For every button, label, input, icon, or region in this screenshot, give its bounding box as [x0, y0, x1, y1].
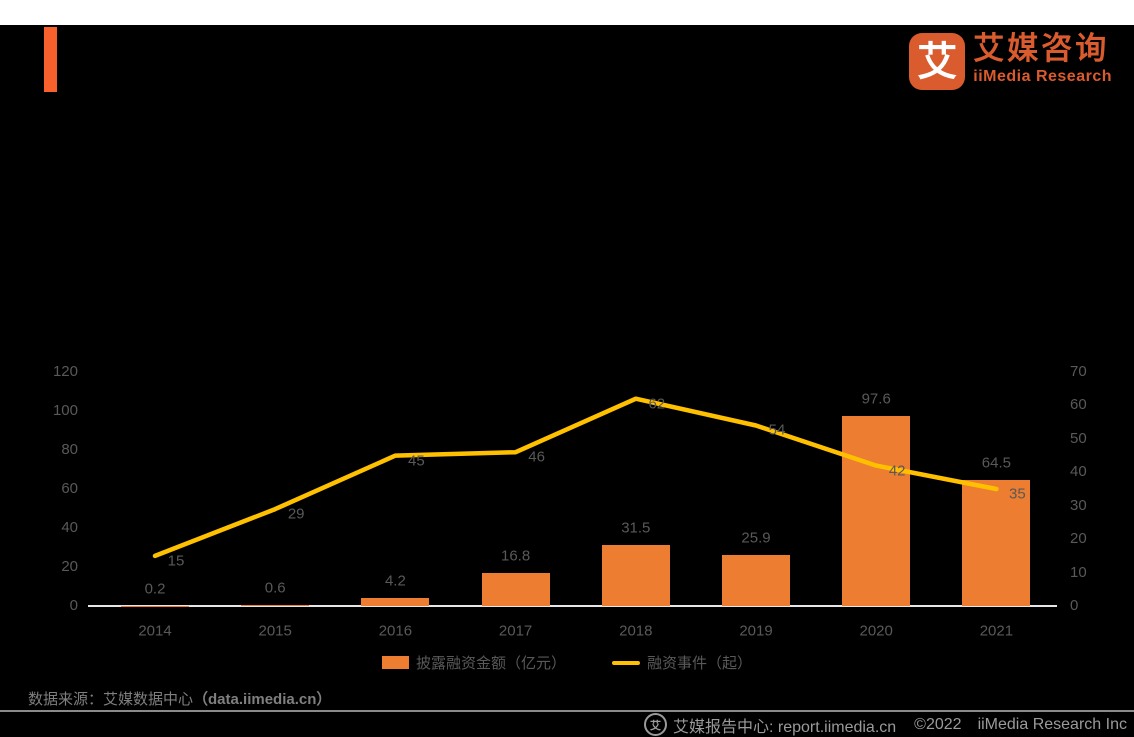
bar-value-label: 97.6: [861, 390, 891, 408]
x-tick-label: 2017: [498, 622, 533, 640]
line-point-label: 42: [888, 462, 906, 480]
footer-copyright: ©2022: [914, 715, 962, 733]
brand-name-cn: 艾媒咨询: [973, 31, 1110, 66]
bar-series-swatch-icon: [381, 656, 409, 669]
line-point-label: 35: [1009, 485, 1026, 503]
x-tick-label: 2015: [258, 622, 292, 640]
y-tick-label-right: 10: [1070, 563, 1087, 581]
bar-value-label: 25.9: [741, 529, 771, 547]
brand-logo: 艾 艾媒咨询 iiMedia Research: [909, 31, 1112, 90]
x-tick-label: 2014: [138, 622, 172, 640]
bar: [842, 415, 911, 606]
brand-name-en: iiMedia Research: [973, 67, 1112, 85]
bar: [481, 573, 550, 606]
line-path: [152, 396, 999, 559]
y-tick-label-left: 0: [69, 597, 78, 614]
line-series-swatch-icon: [612, 660, 640, 665]
x-tick-label: 2020: [859, 622, 893, 640]
line-point-label: 46: [528, 448, 545, 466]
y-tick-label-right: 70: [1070, 363, 1087, 380]
y-tick-label-left: 120: [52, 363, 78, 380]
x-tick-label: 2016: [378, 622, 413, 640]
brand-text: 艾媒咨询 iiMedia Research: [973, 31, 1112, 86]
source-url: （data.iimedia.cn）: [193, 691, 332, 708]
chart-legend: 披露融资金额（亿元） 融资事件（起）: [381, 652, 752, 673]
iimedia-round-logo-icon: 艾: [644, 713, 667, 736]
legend-item-line-series: 融资事件（起）: [612, 652, 752, 673]
y-tick-label-right: 60: [1070, 396, 1087, 414]
line-point-label: 54: [768, 421, 786, 439]
legend-label: 融资事件（起）: [647, 655, 753, 672]
footer-company: iiMedia Research Inc: [977, 715, 1127, 733]
bar: [241, 604, 310, 606]
line-point-label: 15: [167, 552, 185, 570]
y-tick-label-right: 40: [1070, 463, 1087, 481]
bar-value-label: 64.5: [981, 454, 1011, 472]
y-tick-label-right: 50: [1070, 429, 1087, 447]
footer-report-center: 艾媒报告中心: report.iimedia.cn: [673, 718, 897, 736]
data-source-note: 数据来源：艾媒数据中心（data.iimedia.cn）: [28, 688, 331, 709]
x-axis-line: [88, 605, 1057, 607]
footer: 艾 艾媒报告中心: report.iimedia.cn ©2022 iiMedi…: [644, 712, 1127, 737]
bar: [722, 555, 790, 606]
footer-divider: [0, 710, 1134, 712]
y-tick-label-left: 20: [61, 558, 78, 575]
x-tick-label: 2019: [739, 622, 773, 640]
bar: [962, 480, 1031, 606]
y-tick-label-right: 30: [1070, 496, 1087, 514]
y-tick-label-left: 100: [52, 402, 78, 419]
legend-label: 披露融资金额（亿元）: [415, 655, 566, 672]
y-tick-label-left: 80: [61, 441, 78, 458]
accent-bar: [44, 27, 57, 92]
top-white-strip: [0, 0, 1134, 25]
bar: [601, 544, 670, 606]
legend-item-bar-series: 披露融资金额（亿元）: [381, 652, 566, 673]
y-tick-label-right: 20: [1070, 530, 1087, 548]
bar: [361, 597, 430, 606]
x-tick-label: 2018: [619, 622, 653, 640]
bar-value-label: 0.2: [144, 580, 166, 598]
y-tick-label-right: 0: [1070, 597, 1079, 614]
x-tick-label: 2021: [979, 622, 1014, 640]
line-point-label: 29: [287, 505, 305, 523]
iimedia-logo-icon: 艾: [909, 33, 966, 90]
bar-value-label: 0.6: [264, 579, 286, 597]
bar-value-label: 16.8: [500, 547, 531, 565]
y-tick-label-left: 40: [61, 519, 78, 536]
bar-value-label: 31.5: [621, 519, 651, 537]
y-tick-label-left: 60: [61, 480, 78, 497]
line-point-label: 62: [648, 395, 666, 413]
source-prefix: 数据来源：艾媒数据中心: [28, 691, 194, 708]
line-point-label: 45: [408, 452, 425, 470]
bar-value-label: 4.2: [384, 572, 406, 590]
